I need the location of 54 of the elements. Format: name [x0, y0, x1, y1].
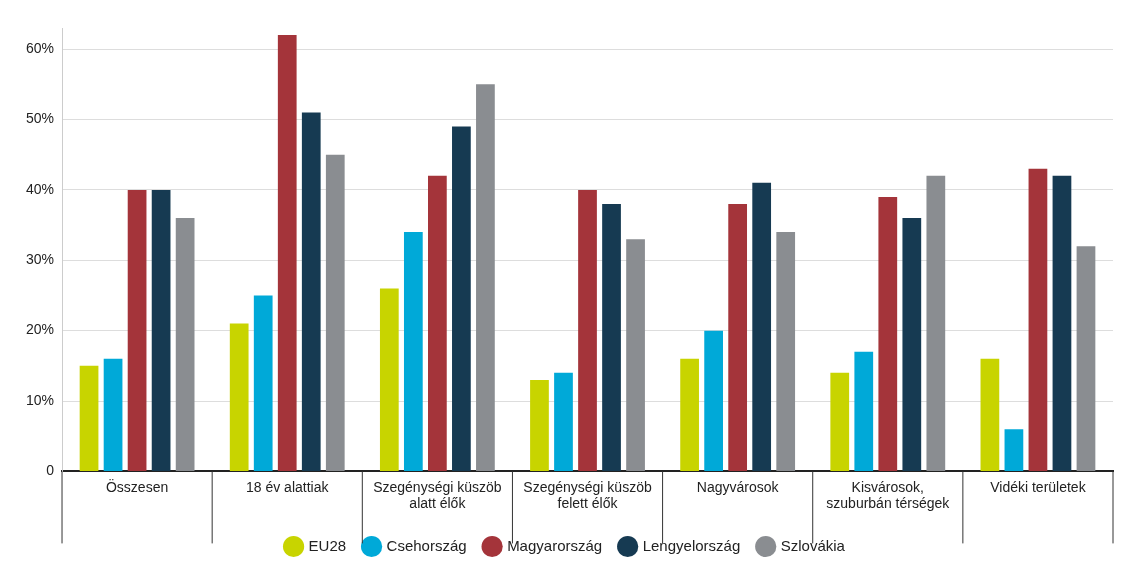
- legend-label: Lengyelország: [642, 536, 741, 554]
- legend-label: EU28: [308, 536, 347, 554]
- bar: [728, 203, 748, 471]
- bar: [325, 154, 345, 471]
- bar: [902, 218, 922, 471]
- legend-label: Csehország: [386, 536, 467, 554]
- bar: [854, 351, 874, 471]
- bar: [602, 203, 621, 471]
- bar: [554, 372, 573, 471]
- bar: [379, 288, 399, 471]
- x-tick-label: Nagyvárosok: [696, 478, 780, 495]
- bar: [1052, 175, 1072, 471]
- y-tick-label: 0: [46, 462, 55, 479]
- bar: [1004, 429, 1024, 471]
- legend-label: Szlovákia: [780, 536, 846, 554]
- bar: [704, 330, 723, 471]
- x-tick-label: 18 év alattiak: [245, 478, 330, 495]
- bar: [476, 84, 495, 471]
- bar: [151, 189, 171, 471]
- bar: [878, 196, 898, 471]
- y-tick-label: 10%: [25, 391, 55, 408]
- bar: [277, 35, 297, 471]
- y-tick-label: 20%: [25, 321, 55, 338]
- bar: [980, 358, 1000, 471]
- bar: [253, 295, 273, 471]
- bar: [103, 358, 123, 471]
- bar: [1076, 246, 1096, 471]
- bar: [127, 189, 147, 471]
- bar: [79, 365, 99, 471]
- bar: [530, 379, 549, 471]
- legend-label: Magyarország: [507, 536, 603, 554]
- bar: [926, 175, 946, 471]
- y-tick-label: 60%: [25, 39, 55, 56]
- bar: [830, 372, 850, 471]
- x-tick-label: Szegénységi küszöb felett élők: [523, 478, 652, 512]
- bar: [428, 175, 447, 471]
- bar: [403, 232, 423, 471]
- y-tick-label: 40%: [25, 180, 55, 197]
- x-tick-label: Összesen: [105, 477, 169, 495]
- y-tick-label: 30%: [25, 251, 55, 268]
- x-tick-label: Vidéki területek: [990, 478, 1087, 495]
- bar: [175, 218, 195, 471]
- bar: [578, 189, 597, 471]
- bar: [1028, 168, 1048, 471]
- bar: [752, 182, 772, 471]
- bar: [776, 232, 796, 471]
- x-tick-label: Szegénységi küszöb alatt élők: [373, 478, 502, 512]
- bar: [626, 239, 645, 471]
- bar: [452, 126, 471, 471]
- bar: [229, 323, 249, 471]
- y-tick-label: 50%: [25, 110, 55, 127]
- x-tick-label: Kisvárosok, szuburbán térségek: [826, 478, 951, 512]
- bar: [301, 112, 321, 471]
- bar: [680, 358, 699, 471]
